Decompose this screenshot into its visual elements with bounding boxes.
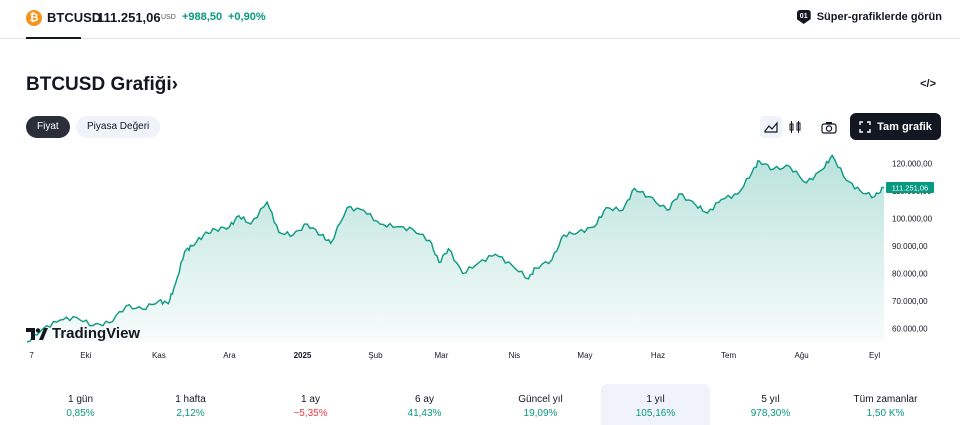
- x-tick-label: May: [577, 351, 592, 360]
- x-tick-label: Nis: [509, 351, 521, 360]
- period-0[interactable]: 1 gün 0,85%: [26, 384, 135, 425]
- period-change: 2,12%: [176, 408, 205, 419]
- period-change: 978,30%: [750, 408, 791, 419]
- y-tick-label: 90.000,00: [892, 242, 928, 251]
- period-2[interactable]: 1 ay −5,35%: [256, 384, 365, 425]
- camera-icon: [821, 121, 837, 134]
- period-change: 105,16%: [635, 408, 676, 419]
- price-area-fill: [27, 155, 884, 342]
- screenshot-button[interactable]: [818, 116, 840, 138]
- x-tick-label: Şub: [368, 351, 383, 360]
- full-chart-button[interactable]: Tam grafik: [850, 113, 941, 140]
- x-tick-label: Kas: [152, 351, 166, 360]
- x-tick-label: 7: [29, 351, 34, 360]
- last-price-marker: 111.251,06: [886, 182, 934, 193]
- super-charts-link[interactable]: 01 Süper-grafiklerde görün: [796, 10, 942, 24]
- x-tick-label: Eyl: [869, 351, 880, 360]
- period-change: 1,50 K%: [866, 408, 905, 419]
- period-label: 1 yıl: [646, 394, 665, 405]
- period-6[interactable]: 5 yıl 978,30%: [716, 384, 825, 425]
- period-label: 1 gün: [67, 394, 94, 405]
- chart-title[interactable]: BTCUSD Grafiği›: [26, 74, 178, 95]
- x-tick-label: Tem: [721, 351, 736, 360]
- period-4[interactable]: Güncel yıl 19,09%: [486, 384, 595, 425]
- price-line: [26, 154, 885, 343]
- tradingview-logo-icon: [26, 327, 48, 340]
- period-label: 1 ay: [301, 394, 320, 405]
- x-tick-label: Ağu: [794, 351, 808, 360]
- full-chart-label: Tam grafik: [877, 120, 932, 133]
- period-label: Güncel yıl: [518, 394, 563, 405]
- x-tick-label: Haz: [651, 351, 665, 360]
- period-label: 5 yıl: [761, 394, 780, 405]
- x-tick-label: Eki: [80, 351, 91, 360]
- period-1[interactable]: 1 hafta 2,12%: [136, 384, 245, 425]
- candles-icon: [789, 121, 801, 133]
- last-price: 111.251,06: [97, 10, 161, 25]
- x-tick-label: Mar: [434, 351, 448, 360]
- period-5[interactable]: 1 yıl 105,16%: [601, 384, 710, 425]
- period-label: Tüm zamanlar: [853, 394, 918, 405]
- y-tick-label: 60.000,00: [892, 324, 928, 333]
- x-axis: 7 Eki Kas Ara 2025 Şub Mar Nis May Haz Tem Ağu Eyl: [29, 351, 880, 360]
- last-price-badge: [886, 182, 934, 193]
- candles-button[interactable]: [784, 116, 806, 138]
- fullscreen-icon: [859, 120, 871, 133]
- period-3[interactable]: 6 ay 41,43%: [370, 384, 479, 425]
- price-change: +988,50: [182, 11, 223, 23]
- x-tick-label: 2025: [294, 351, 312, 360]
- y-tick-label: 70.000,00: [892, 297, 928, 306]
- tradingview-watermark: TradingView: [26, 325, 140, 342]
- price-change-percent: +0,90%: [228, 11, 266, 23]
- period-change: 41,43%: [407, 408, 442, 419]
- embed-code-icon[interactable]: </>: [920, 78, 936, 90]
- super-charts-icon: 01: [796, 10, 811, 24]
- x-tick-label: Ara: [223, 351, 236, 360]
- tab-price[interactable]: Fiyat: [26, 116, 70, 138]
- watermark-text: TradingView: [52, 325, 141, 342]
- currency: USD: [161, 14, 176, 21]
- symbol[interactable]: BTCUSD: [47, 10, 102, 25]
- period-change: −5,35%: [293, 408, 328, 419]
- y-tick-label: 80.000,00: [892, 269, 928, 278]
- period-7[interactable]: Tüm zamanlar 1,50 K%: [831, 384, 940, 425]
- y-tick-label: 120.000,00: [892, 160, 933, 169]
- last-price-label: 111.251,06: [892, 184, 928, 193]
- area-chart-icon: [764, 121, 778, 133]
- active-tab-indicator: [26, 37, 81, 39]
- tab-market-cap[interactable]: Piyasa Değeri: [76, 116, 161, 138]
- period-label: 6 ay: [415, 394, 434, 405]
- y-tick-label: 100.000,00: [892, 215, 933, 224]
- period-change: 0,85%: [66, 408, 95, 419]
- period-change: 19,09%: [523, 408, 558, 419]
- area-chart-button[interactable]: [760, 116, 782, 138]
- period-label: 1 hafta: [175, 394, 206, 405]
- symbol-header: ₿ BTCUSD 111.251,06 USD +988,50 +0,90% 0…: [0, 0, 960, 39]
- bitcoin-icon: ₿: [26, 10, 42, 26]
- super-charts-label: Süper-grafiklerde görün: [816, 11, 942, 23]
